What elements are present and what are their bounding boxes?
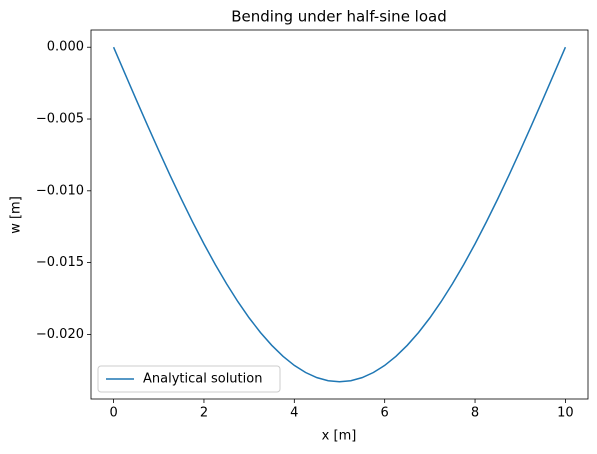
y-tick-label: −0.015 [36,255,84,270]
y-axis-label: w [m] [9,196,24,234]
y-tick-label: 0.000 [47,40,84,55]
legend-box [97,365,281,393]
x-tick-label: 0 [109,406,117,421]
x-tick-label: 4 [290,406,298,421]
y-tick-label: −0.020 [36,327,84,342]
axes-frame [90,29,589,400]
x-tick-label: 10 [557,406,574,421]
y-tick-label: −0.010 [36,183,84,198]
line-series [112,46,567,383]
x-axis-label: x [m] [322,429,357,444]
y-tick-label: −0.005 [36,112,84,127]
chart-title: Bending under half-sine load [231,8,447,26]
x-tick-label: 8 [471,406,479,421]
x-tick-label: 6 [381,406,389,421]
legend-label: Analytical solution [143,372,262,387]
x-tick-label: 2 [200,406,208,421]
